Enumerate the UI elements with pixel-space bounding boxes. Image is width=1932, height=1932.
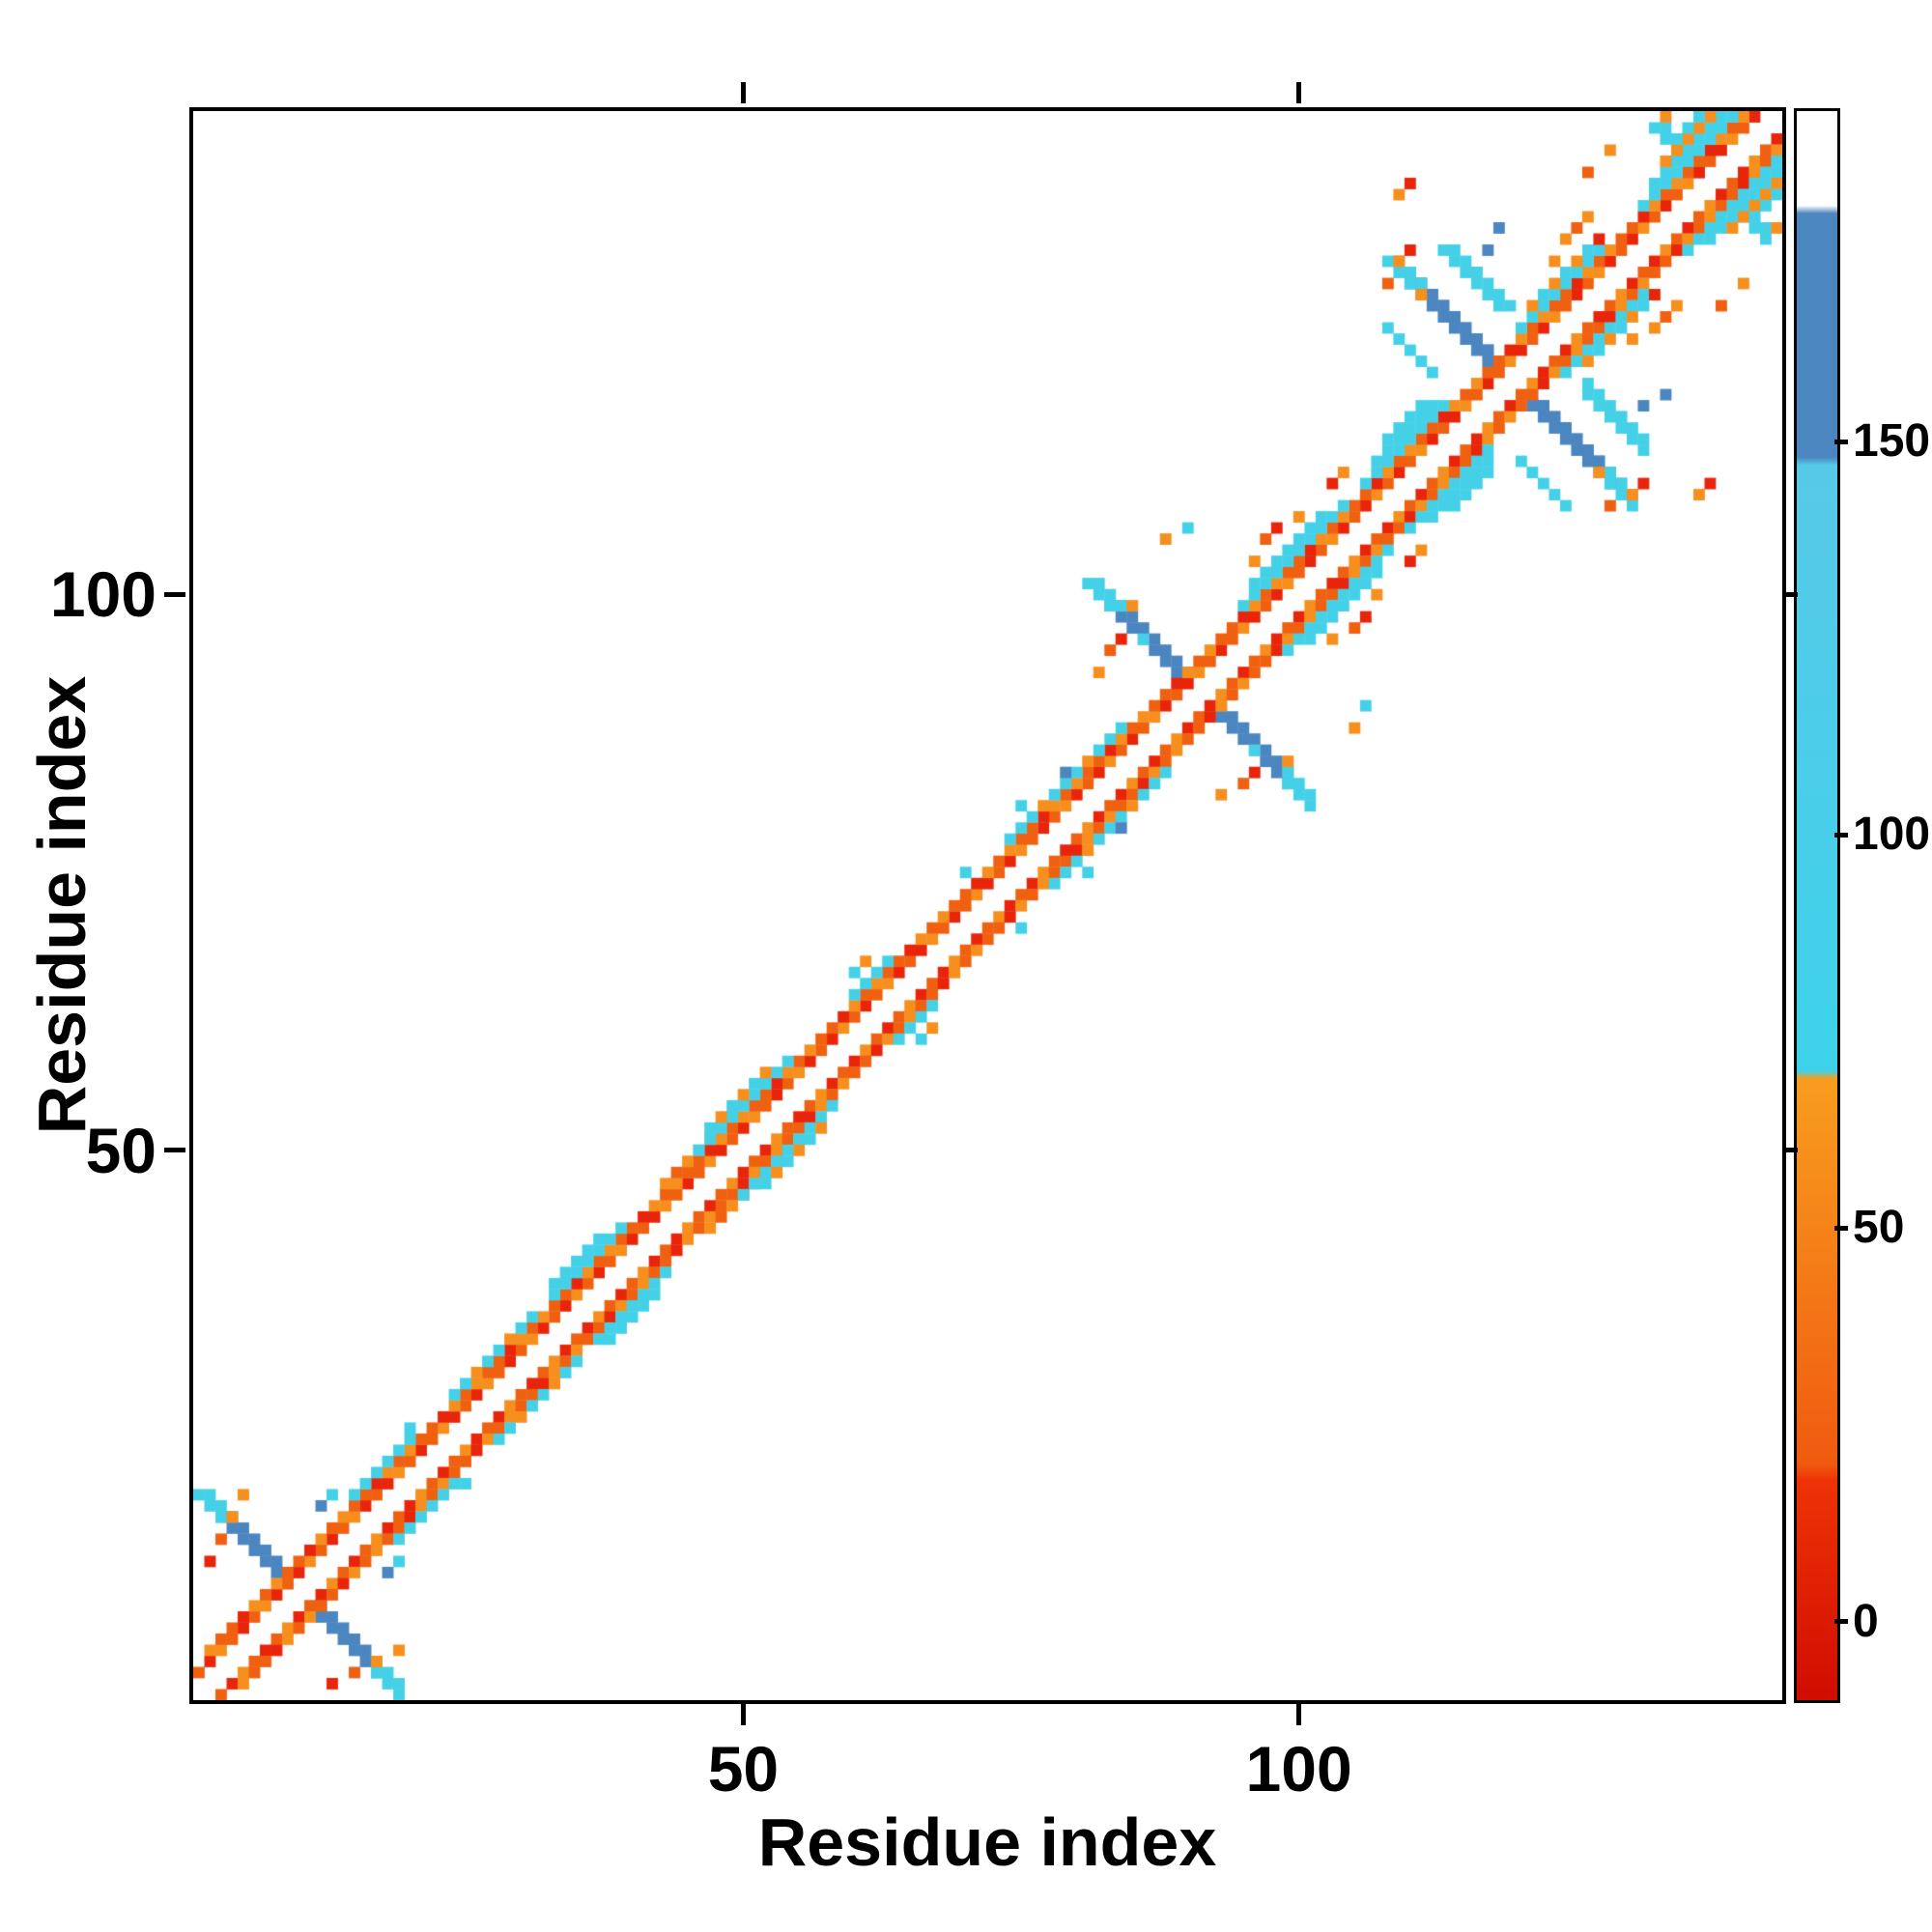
x-axis-tick-bottom bbox=[740, 1704, 746, 1725]
x-axis-title: Residue index bbox=[757, 1804, 1217, 1880]
x-axis-tick-bottom bbox=[1296, 1704, 1302, 1725]
colorbar-tick bbox=[1834, 439, 1848, 444]
colorbar-gradient bbox=[1797, 111, 1837, 1700]
y-tick-label: 50 bbox=[85, 1114, 156, 1186]
colorbar-tick bbox=[1834, 832, 1848, 838]
y-axis-tick-right bbox=[1786, 591, 1798, 597]
y-axis-tick-left bbox=[164, 1148, 185, 1153]
colorbar-tick bbox=[1834, 1619, 1848, 1625]
x-tick-label: 50 bbox=[707, 1733, 780, 1804]
y-tick-label: 100 bbox=[49, 558, 156, 631]
x-axis-tick-top bbox=[740, 82, 746, 103]
x-axis-tick-top bbox=[1296, 82, 1302, 103]
y-axis-title: Residue index bbox=[24, 675, 99, 1135]
y-axis-tick-left bbox=[164, 591, 185, 597]
colorbar-tick-label: 100 bbox=[1853, 809, 1931, 861]
colorbar bbox=[1794, 108, 1840, 1703]
colorbar-tick-label: 0 bbox=[1853, 1595, 1879, 1647]
contact-map-heatmap bbox=[193, 111, 1782, 1700]
colorbar-tick bbox=[1834, 1225, 1848, 1231]
colorbar-tick-label: 150 bbox=[1853, 415, 1931, 468]
colorbar-tick-label: 50 bbox=[1853, 1202, 1905, 1254]
y-axis-tick-right bbox=[1786, 1148, 1798, 1153]
x-tick-label: 100 bbox=[1245, 1733, 1352, 1804]
plot-frame bbox=[189, 107, 1786, 1704]
